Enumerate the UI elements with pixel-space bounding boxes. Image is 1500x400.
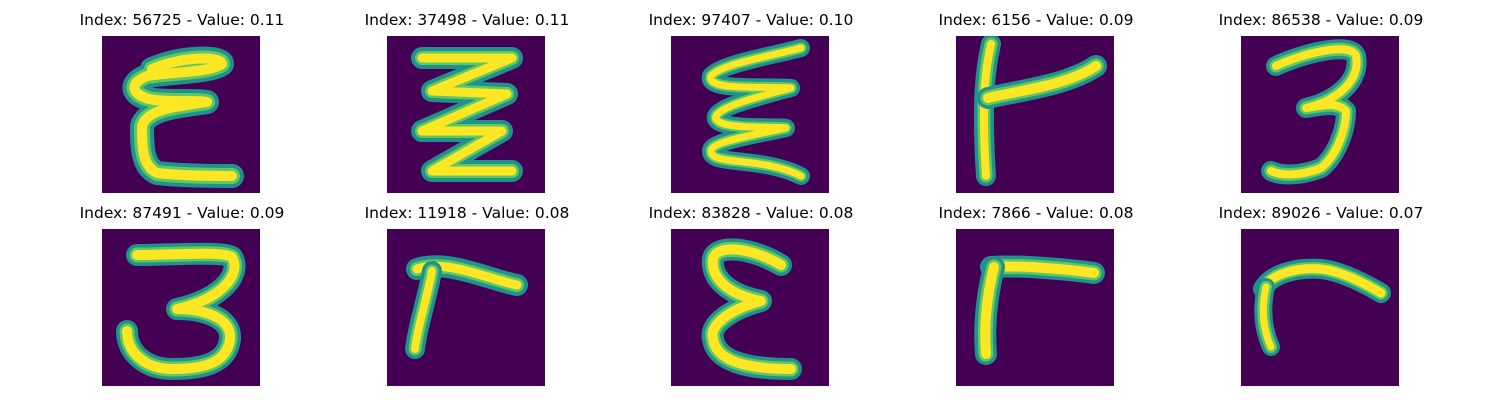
digit-image bbox=[102, 229, 260, 386]
panel-title: Index: 87491 - Value: 0.09 bbox=[79, 204, 285, 222]
panel-title: Index: 86538 - Value: 0.09 bbox=[1218, 11, 1424, 29]
bent-hook-shape-glyph bbox=[387, 229, 545, 386]
digit-image bbox=[102, 36, 260, 193]
panel-title: Index: 11918 - Value: 0.08 bbox=[364, 204, 570, 222]
three-shape-glyph bbox=[102, 229, 260, 386]
epsilon-shape-glyph bbox=[102, 36, 260, 193]
wave-zigzag-shape-glyph bbox=[671, 36, 829, 193]
bent-hook-shape-glyph bbox=[956, 229, 1114, 386]
zigzag-shape-glyph bbox=[387, 36, 545, 193]
digit-image bbox=[671, 229, 829, 386]
panel-title: Index: 37498 - Value: 0.11 bbox=[364, 11, 570, 29]
digit-image bbox=[956, 229, 1114, 386]
hook-shape-glyph bbox=[1241, 229, 1399, 386]
panel-title: Index: 6156 - Value: 0.09 bbox=[938, 11, 1134, 29]
digit-image bbox=[1241, 229, 1399, 386]
bent-hook-shape-glyph bbox=[956, 36, 1114, 193]
digit-image bbox=[387, 229, 545, 386]
panel-title: Index: 7866 - Value: 0.08 bbox=[938, 204, 1134, 222]
panel-title: Index: 83828 - Value: 0.08 bbox=[648, 204, 854, 222]
digit-image bbox=[956, 36, 1114, 193]
panel-title: Index: 97407 - Value: 0.10 bbox=[648, 11, 854, 29]
panel-title: Index: 56725 - Value: 0.11 bbox=[79, 11, 285, 29]
epsilon-shape-glyph bbox=[671, 229, 829, 386]
digit-image bbox=[671, 36, 829, 193]
three-shape-glyph bbox=[1241, 36, 1399, 193]
digit-image bbox=[387, 36, 545, 193]
panel-title: Index: 89026 - Value: 0.07 bbox=[1218, 204, 1424, 222]
digit-image bbox=[1241, 36, 1399, 193]
